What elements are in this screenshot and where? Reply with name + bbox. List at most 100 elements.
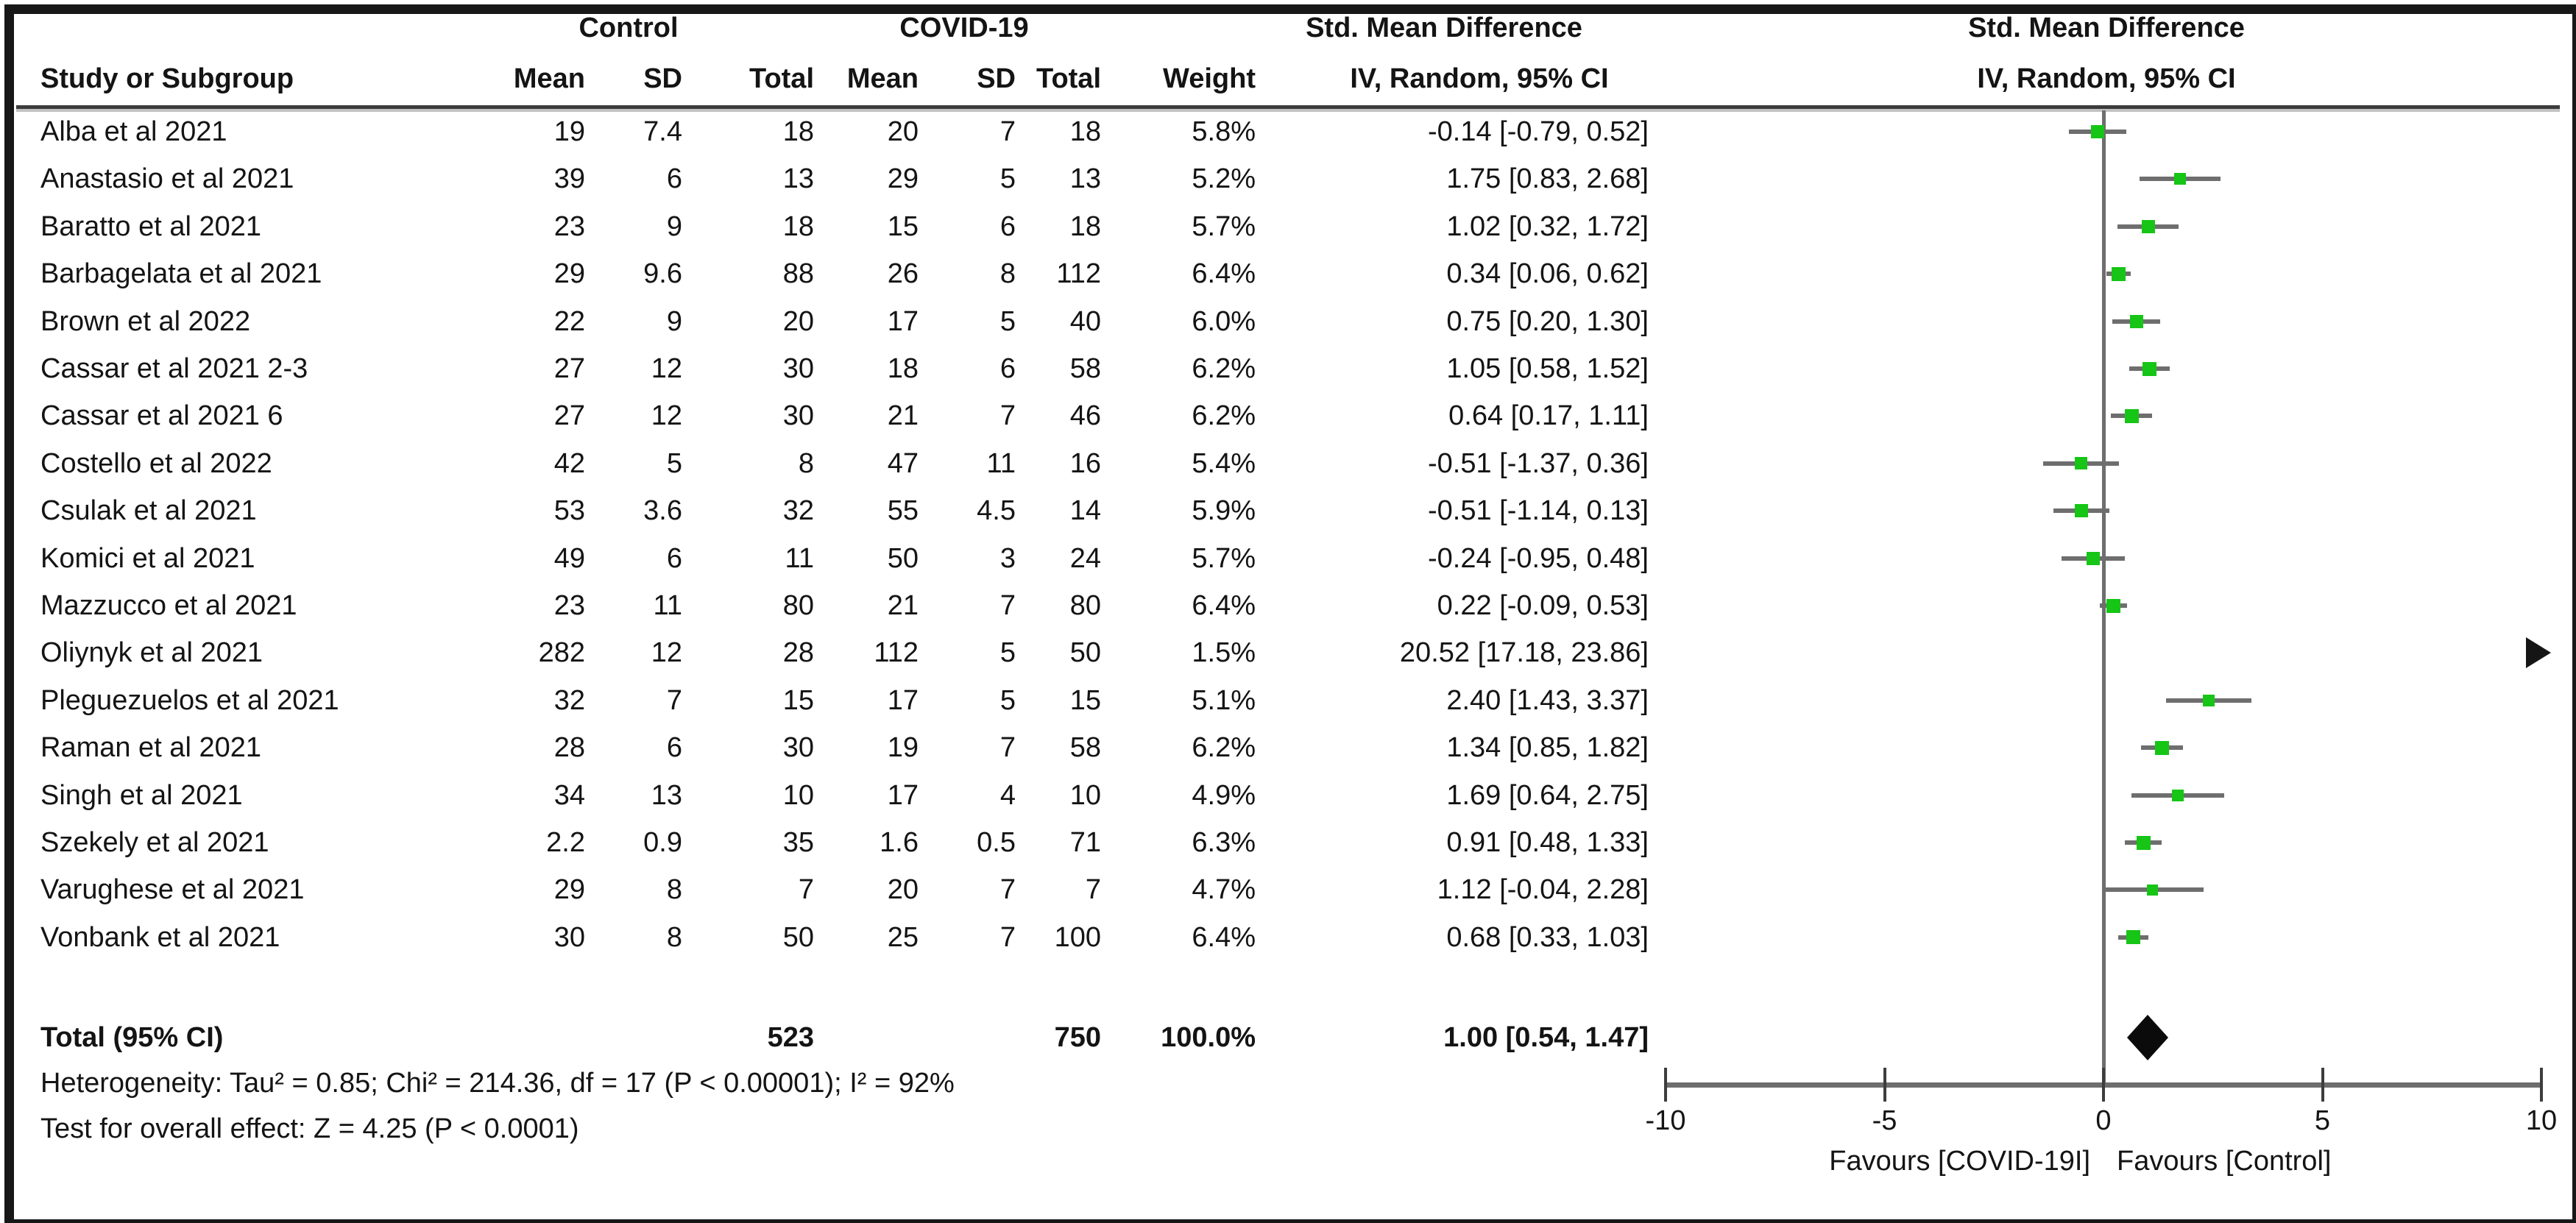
study-covid-mean: 29 <box>887 163 919 195</box>
study-ci_text: -0.24 [-0.95, 0.48] <box>1428 542 1649 574</box>
study-covid-total: 7 <box>1085 874 1101 906</box>
effect-square <box>2202 694 2215 706</box>
study-name: Pleguezuelos et al 2021 <box>40 684 339 716</box>
study-control-mean: 28 <box>553 732 585 764</box>
study-control-total: 18 <box>782 116 814 147</box>
study-covid-mean: 50 <box>887 542 919 574</box>
study-ci_text: 1.69 [0.64, 2.75] <box>1446 779 1649 811</box>
study-name: Mazzucco et al 2021 <box>40 590 297 621</box>
study-ci_text: 0.75 [0.20, 1.30] <box>1446 305 1649 337</box>
study-control-total: 50 <box>782 921 814 953</box>
summary-diamond <box>2127 1015 2168 1060</box>
study-control-sd: 12 <box>651 353 682 384</box>
study-covid-total: 112 <box>1056 258 1101 290</box>
study-control-mean: 23 <box>553 210 585 242</box>
group-header-control: Control <box>578 13 679 43</box>
study-ci_text: 0.68 [0.33, 1.03] <box>1446 921 1649 953</box>
study-control-sd: 6 <box>666 163 682 195</box>
study-covid-total: 18 <box>1069 116 1101 147</box>
total-row-label: Total (95% CI) <box>40 1022 224 1053</box>
study-control-total: 15 <box>782 684 814 716</box>
study-control-total: 35 <box>782 827 814 858</box>
study-name: Costello et al 2022 <box>40 447 272 479</box>
study-weight: 5.7% <box>1192 542 1256 574</box>
total-covid-n: 750 <box>1054 1022 1101 1053</box>
study-control-sd: 3.6 <box>643 495 682 527</box>
study-control-mean: 19 <box>553 116 585 147</box>
study-covid-sd: 4 <box>999 779 1016 811</box>
axis-tick-label: -5 <box>1872 1105 1897 1136</box>
study-name: Raman et al 2021 <box>40 732 261 764</box>
column-header-method-plot: IV, Random, 95% CI <box>1977 63 2236 94</box>
study-covid-sd: 5 <box>999 163 1016 195</box>
study-control-mean: 23 <box>553 590 585 621</box>
study-weight: 6.2% <box>1192 353 1256 384</box>
study-control-mean: 2.2 <box>546 827 585 858</box>
effect-square <box>2147 884 2159 896</box>
study-covid-total: 46 <box>1069 400 1101 432</box>
study-name: Barbagelata et al 2021 <box>40 258 322 290</box>
offscale-arrow-icon <box>2526 637 2551 669</box>
study-weight: 5.9% <box>1192 495 1256 527</box>
study-covid-sd: 5 <box>999 637 1016 669</box>
study-weight: 5.4% <box>1192 447 1256 479</box>
study-control-sd: 6 <box>666 732 682 764</box>
total-weight: 100.0% <box>1161 1022 1256 1053</box>
zero-line <box>2102 110 2106 1085</box>
study-weight: 6.2% <box>1192 732 1256 764</box>
study-covid-total: 16 <box>1069 447 1101 479</box>
study-name: Cassar et al 2021 2-3 <box>40 353 308 384</box>
study-ci_text: 1.02 [0.32, 1.72] <box>1446 210 1649 242</box>
effect-square <box>2142 361 2156 376</box>
effect-square <box>2171 789 2184 801</box>
axis-tick-label: 0 <box>2095 1105 2112 1136</box>
study-covid-sd: 7 <box>999 400 1016 432</box>
study-ci_text: 1.12 [-0.04, 2.28] <box>1437 874 1649 906</box>
study-weight: 6.4% <box>1192 590 1256 621</box>
study-covid-mean: 55 <box>887 495 919 527</box>
total-control-n: 523 <box>767 1022 814 1053</box>
study-control-total: 10 <box>782 779 814 811</box>
study-control-sd: 12 <box>651 637 682 669</box>
study-ci_text: 1.05 [0.58, 1.52] <box>1446 353 1649 384</box>
study-ci_text: 1.75 [0.83, 2.68] <box>1446 163 1649 195</box>
study-covid-mean: 112 <box>874 637 919 669</box>
axis-tick <box>2540 1068 2543 1102</box>
column-header-weight: Weight <box>1163 63 1256 94</box>
study-name: Baratto et al 2021 <box>40 210 261 242</box>
study-covid-total: 71 <box>1069 827 1101 858</box>
total-ci-text: 1.00 [0.54, 1.47] <box>1443 1022 1649 1053</box>
column-header-control-mean: Mean <box>513 63 585 94</box>
study-name: Anastasio et al 2021 <box>40 163 294 195</box>
study-control-mean: 29 <box>553 258 585 290</box>
axis-tick-label: 10 <box>2525 1105 2558 1136</box>
study-covid-total: 58 <box>1069 732 1101 764</box>
study-control-total: 11 <box>785 542 814 574</box>
study-covid-mean: 20 <box>887 874 919 906</box>
favours-left-label: Favours [COVID-19I] <box>1829 1146 2090 1177</box>
study-control-total: 88 <box>782 258 814 290</box>
effect-header-plot-column: Std. Mean Difference <box>1968 13 2245 43</box>
axis-tick <box>2321 1068 2324 1102</box>
study-control-mean: 282 <box>538 637 585 669</box>
study-control-sd: 8 <box>666 921 682 953</box>
study-covid-total: 15 <box>1069 684 1101 716</box>
study-covid-total: 40 <box>1069 305 1101 337</box>
study-covid-total: 18 <box>1069 210 1101 242</box>
study-control-total: 20 <box>782 305 814 337</box>
study-covid-mean: 21 <box>887 400 919 432</box>
study-control-mean: 39 <box>553 163 585 195</box>
study-control-sd: 12 <box>651 400 682 432</box>
group-header-covid: COVID-19 <box>899 13 1029 43</box>
study-covid-mean: 25 <box>887 921 919 953</box>
study-name: Szekely et al 2021 <box>40 827 269 858</box>
axis-tick <box>2102 1068 2105 1102</box>
study-covid-mean: 17 <box>887 684 919 716</box>
study-name: Komici et al 2021 <box>40 542 255 574</box>
study-covid-mean: 20 <box>887 116 919 147</box>
effect-square <box>2106 598 2120 613</box>
axis-tick <box>1883 1068 1886 1102</box>
study-covid-sd: 6 <box>999 353 1016 384</box>
study-covid-sd: 7 <box>999 116 1016 147</box>
